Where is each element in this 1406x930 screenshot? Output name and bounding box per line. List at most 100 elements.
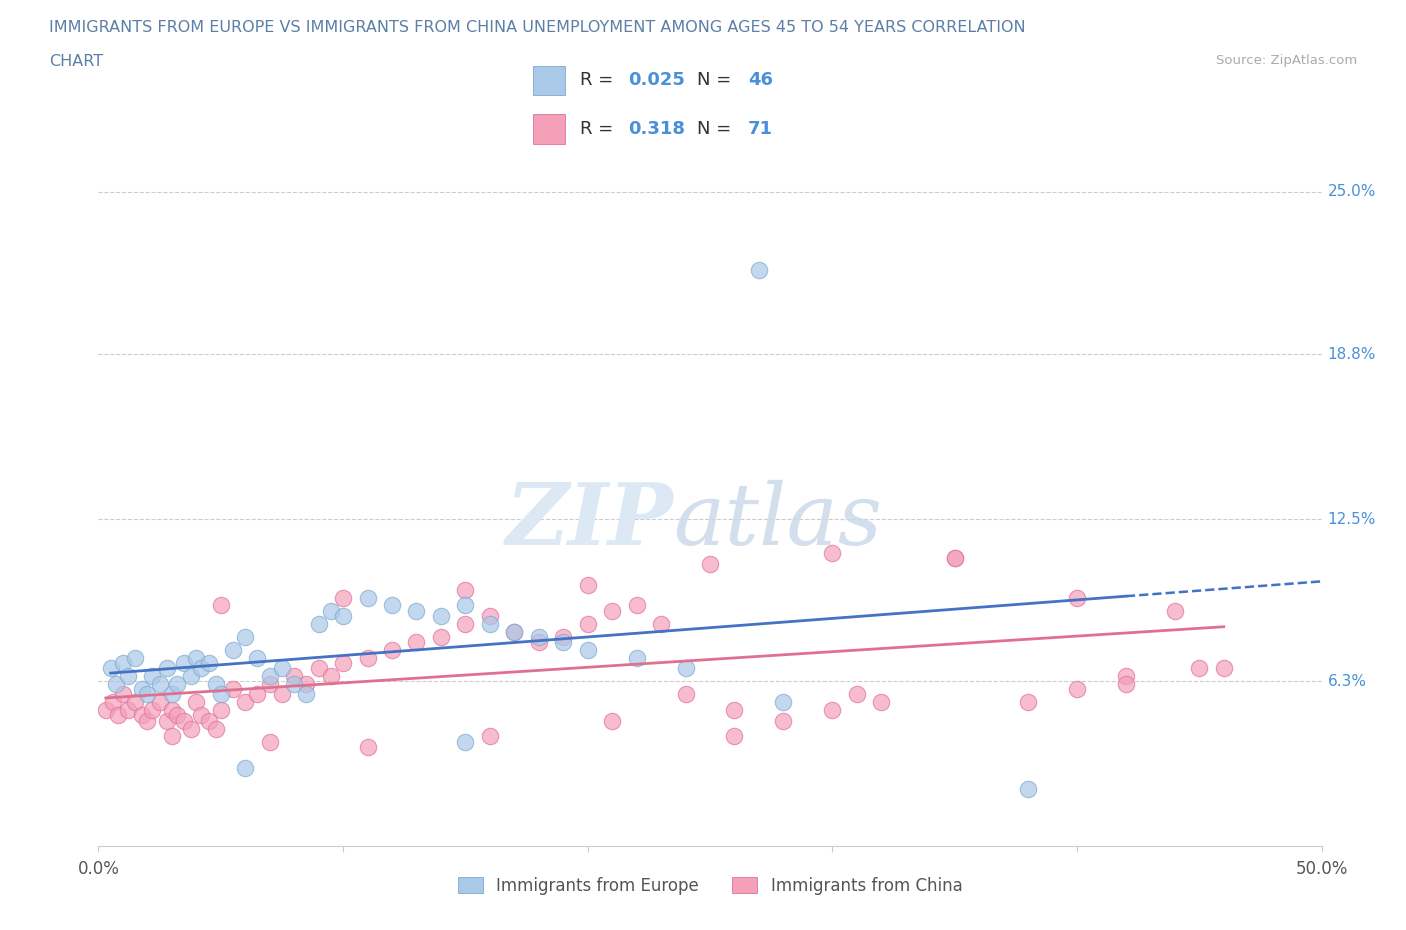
Point (136, 713, 159, 728)
Point (699, 556, 721, 571)
Point (111, 656, 134, 671)
Point (356, 650, 378, 665)
Point (259, 669, 281, 684)
Point (1017, 695, 1039, 710)
Point (478, 729, 501, 744)
Point (650, 617, 672, 631)
Point (821, 546, 844, 561)
Point (576, 643, 599, 658)
Point (1188, 661, 1211, 676)
Point (527, 634, 550, 649)
Point (943, 551, 966, 565)
Point (772, 695, 794, 710)
Text: IMMIGRANTS FROM EUROPE VS IMMIGRANTS FROM CHINA UNEMPLOYMENT AMONG AGES 45 TO 54: IMMIGRANTS FROM EUROPE VS IMMIGRANTS FRO… (49, 20, 1026, 35)
Point (478, 617, 501, 631)
Point (454, 582, 477, 597)
Point (454, 617, 477, 631)
Text: 0.025: 0.025 (627, 72, 685, 89)
Legend: Immigrants from Europe, Immigrants from China: Immigrants from Europe, Immigrants from … (451, 870, 969, 901)
Point (626, 650, 648, 665)
Point (233, 761, 256, 776)
Point (222, 643, 245, 658)
Point (160, 703, 183, 718)
Point (104, 676, 127, 691)
Point (190, 708, 212, 723)
Point (430, 630, 453, 644)
Point (319, 669, 342, 684)
Point (870, 695, 893, 710)
Point (821, 703, 844, 718)
Point (772, 713, 794, 728)
Point (149, 676, 172, 691)
Point (1066, 591, 1088, 605)
Point (1017, 781, 1039, 796)
Text: ZIP: ZIP (506, 480, 673, 563)
Point (259, 676, 281, 691)
Point (180, 669, 202, 684)
Point (626, 598, 648, 613)
Point (166, 676, 188, 691)
Point (553, 634, 575, 649)
Point (1164, 604, 1187, 618)
Point (156, 661, 179, 676)
Point (117, 703, 139, 718)
Point (405, 604, 427, 618)
Point (94, 703, 117, 718)
Point (430, 608, 453, 623)
Point (1212, 661, 1234, 676)
Point (319, 604, 342, 618)
Point (308, 661, 330, 676)
Point (1066, 682, 1088, 697)
Point (197, 713, 219, 728)
Text: 12.5%: 12.5% (1327, 512, 1376, 526)
Point (723, 729, 745, 744)
Point (190, 661, 212, 676)
Point (600, 713, 623, 728)
Point (381, 598, 404, 613)
Text: 6.3%: 6.3% (1327, 674, 1367, 689)
Point (675, 687, 697, 702)
Point (576, 578, 599, 592)
Point (723, 703, 745, 718)
Point (283, 676, 305, 691)
Point (576, 617, 599, 631)
Point (332, 591, 354, 605)
Point (107, 708, 129, 723)
Point (166, 708, 188, 723)
Point (356, 591, 378, 605)
Point (209, 687, 232, 702)
Point (186, 650, 208, 665)
Point (381, 643, 404, 658)
Point (141, 669, 163, 684)
Point (180, 721, 202, 736)
Point (197, 656, 219, 671)
Text: Source: ZipAtlas.com: Source: ZipAtlas.com (1216, 54, 1357, 67)
Point (131, 682, 153, 697)
Point (270, 687, 294, 702)
FancyBboxPatch shape (533, 114, 565, 144)
Point (283, 669, 305, 684)
Text: 25.0%: 25.0% (1327, 184, 1376, 199)
Point (124, 695, 146, 710)
Text: 71: 71 (748, 120, 773, 138)
Point (295, 676, 318, 691)
Point (454, 734, 477, 749)
Text: 0.318: 0.318 (627, 120, 685, 138)
Text: 18.8%: 18.8% (1327, 347, 1376, 362)
Point (149, 695, 172, 710)
Point (1115, 669, 1137, 684)
Point (405, 634, 427, 649)
Text: N =: N = (697, 120, 737, 138)
Point (503, 624, 526, 639)
Point (222, 682, 245, 697)
Point (295, 687, 318, 702)
Point (233, 695, 256, 710)
Point (553, 630, 575, 644)
Point (209, 703, 232, 718)
Point (748, 263, 770, 278)
Point (101, 695, 124, 710)
Point (205, 676, 228, 691)
Point (124, 650, 146, 665)
Point (246, 650, 269, 665)
Point (478, 608, 501, 623)
